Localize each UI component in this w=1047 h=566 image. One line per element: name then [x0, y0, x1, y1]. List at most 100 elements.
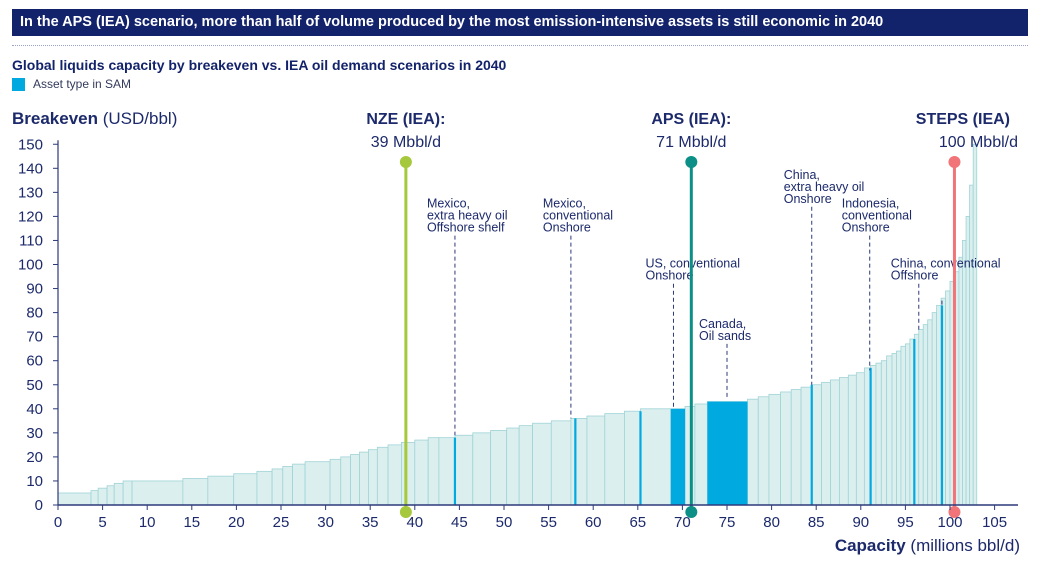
annotation-label: Mexico, [543, 197, 586, 211]
capacity-bar [350, 454, 360, 506]
capacity-bar [182, 478, 209, 506]
x-tick-label: 0 [54, 514, 62, 531]
capacity-bar [304, 461, 331, 506]
legend: Asset type in SAM [12, 77, 131, 91]
capacity-bar [757, 396, 770, 506]
capacity-bar [800, 386, 813, 506]
headline-text: In the APS (IEA) scenario, more than hal… [20, 14, 884, 30]
legend-swatch [12, 77, 25, 91]
x-axis-title-unit: (millions bbl/d) [910, 536, 1020, 555]
header-divider [12, 45, 1028, 46]
scenario-value: 71 Mbbl/d [656, 134, 726, 151]
scenario-value: 39 Mbbl/d [371, 134, 441, 151]
scenario-name: NZE (IEA): [366, 111, 445, 128]
x-tick-label: 105 [982, 514, 1007, 531]
capacity-bar [207, 475, 235, 506]
y-tick-label: 40 [26, 401, 43, 418]
x-tick-label: 25 [273, 514, 290, 531]
capacity-bar [891, 353, 897, 506]
x-tick-label: 5 [98, 514, 106, 531]
x-tick-label: 55 [540, 514, 557, 531]
capacity-bar [922, 324, 929, 506]
capacity-bar [790, 389, 802, 506]
capacity-bar [945, 290, 951, 506]
capacity-bar [972, 143, 978, 506]
y-tick-label: 100 [18, 257, 43, 274]
capacity-bar [905, 343, 911, 506]
x-tick-label: 45 [451, 514, 468, 531]
y-tick-label: 150 [18, 136, 43, 153]
annotation-label: conventional [842, 209, 912, 223]
scenario-marker-bottom [948, 506, 961, 518]
annotation-label: Indonesia, [842, 197, 900, 211]
capacity-bar [969, 184, 974, 506]
capacity-bar [830, 379, 840, 506]
scenario-marker-top [948, 156, 961, 168]
capacity-bar [604, 413, 625, 506]
capacity-bar [936, 304, 942, 506]
capacity-bar [340, 456, 351, 506]
capacity-bar [97, 487, 108, 506]
annotation-label: extra heavy oil [784, 180, 865, 194]
capacity-bar [113, 482, 124, 506]
capacity-bar [368, 449, 378, 506]
capacity-bar [780, 391, 792, 506]
capacity-bar [747, 398, 759, 506]
capacity-bar [855, 372, 865, 506]
capacity-bar [292, 463, 306, 506]
capacity-bar [532, 422, 552, 506]
scenario-name: STEPS (IEA) [916, 111, 1010, 128]
y-tick-label: 70 [26, 329, 43, 346]
capacity-bar [847, 374, 857, 506]
capacity-bar [838, 377, 849, 506]
annotation-label: Canada, [699, 317, 746, 331]
capacity-bar [518, 425, 533, 506]
annotation-label: Onshore [842, 221, 890, 235]
x-tick-label: 95 [897, 514, 914, 531]
scenario-value: 100 Mbbl/d [939, 134, 1018, 151]
x-tick-label: 40 [406, 514, 423, 531]
x-tick-label: 100 [937, 514, 962, 531]
y-axis-title-unit: (USD/bbl) [103, 109, 178, 128]
capacity-bar [414, 439, 429, 506]
scenario-marker-bottom [685, 506, 698, 518]
capacity-bar [918, 329, 924, 506]
x-tick-label: 85 [808, 514, 825, 531]
scenario-marker-top [399, 156, 412, 168]
annotation-label: Offshore [891, 269, 939, 283]
y-tick-label: 50 [26, 377, 43, 394]
capacity-bar [962, 240, 967, 506]
annotation-label: Oil sands [699, 329, 751, 343]
y-tick-label: 10 [26, 473, 43, 490]
capacity-bar [401, 442, 416, 506]
capacity-bar [122, 480, 133, 506]
capacity-bar [821, 381, 831, 506]
y-tick-label: 0 [35, 497, 43, 514]
capacity-bar [931, 312, 938, 506]
scenario-name: APS (IEA): [651, 111, 731, 128]
capacity-bar [896, 350, 902, 506]
capacity-bar [880, 360, 888, 506]
x-tick-label: 60 [585, 514, 602, 531]
capacity-bar [624, 410, 641, 506]
capacity-bar [958, 256, 963, 506]
x-tick-label: 90 [852, 514, 869, 531]
y-tick-label: 120 [18, 208, 43, 225]
capacity-bar [90, 490, 99, 506]
x-tick-label: 20 [228, 514, 245, 531]
capacity-bar [233, 473, 258, 506]
annotation-label: China, [784, 168, 820, 182]
y-tick-label: 90 [26, 281, 43, 298]
capacity-bar [359, 451, 369, 506]
annotation-label: extra heavy oil [427, 209, 508, 223]
capacity-bar [640, 408, 672, 506]
y-tick-label: 110 [19, 232, 43, 249]
x-tick-label: 15 [183, 514, 200, 531]
y-tick-label: 60 [26, 353, 43, 370]
capacity-bar [927, 319, 933, 506]
capacity-bar [106, 485, 115, 506]
y-axis-title: Breakeven (USD/bbl) [12, 109, 177, 128]
x-tick-label: 65 [629, 514, 646, 531]
x-tick-label: 10 [139, 514, 156, 531]
